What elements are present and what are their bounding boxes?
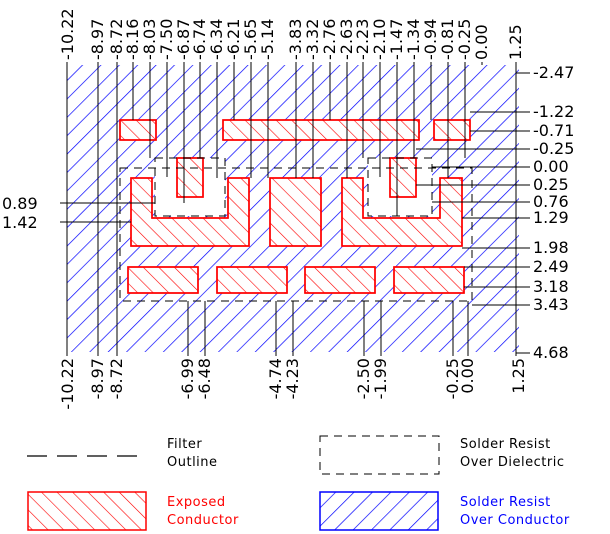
top-dimension-label: -6.87	[174, 19, 193, 60]
bottom-dimension-label: -4.74	[266, 358, 285, 399]
top-dimension-label: -0.25	[455, 19, 474, 60]
top-dimension-label: -8.16	[123, 19, 142, 60]
solder-resist-over-dielectric-swatch	[319, 435, 440, 475]
legend-conductor-line2: Over Conductor	[460, 513, 570, 528]
top-dimension-label: -0.81	[438, 19, 457, 60]
legend-exposed-line2: Conductor	[167, 513, 239, 528]
top-dimension-label: -6.74	[190, 19, 209, 60]
top-dimension-label: -2.63	[337, 19, 356, 60]
bottom-dimension-label: 0.00	[458, 358, 477, 394]
legend-exposed-conductor: Exposed Conductor	[27, 491, 239, 531]
bottom-dimension-label: -2.50	[354, 358, 373, 399]
top-dimension-label: -3.32	[303, 19, 322, 60]
right-dimension-label: 0.00	[533, 157, 569, 176]
legend-filter-outline-line2: Outline	[167, 455, 218, 470]
top-dimension-labels: -10.22 -8.97 -8.72 -8.16 -8.03 -7.50 -6.…	[58, 8, 525, 60]
legend: Filter Outline Solder Resist Over Dielec…	[27, 435, 570, 531]
bottom-dimension-label: -8.72	[107, 358, 126, 399]
bottom-dimension-label: -0.25	[443, 358, 462, 399]
legend-conductor-line1: Solder Resist	[460, 495, 551, 510]
top-dimension-label: 1.25	[506, 24, 525, 60]
left-dimension-label: 0.89	[2, 194, 38, 213]
right-dimension-label: 1.98	[533, 238, 569, 257]
dimension-lines	[60, 62, 530, 356]
legend-dielectric-line1: Solder Resist	[460, 437, 551, 452]
right-dimension-label: 2.49	[533, 257, 569, 276]
top-dimension-label: -6.34	[207, 19, 226, 60]
top-dimension-label: -10.22	[58, 8, 77, 60]
top-dimension-label: -8.97	[88, 19, 107, 60]
legend-filter-outline: Filter Outline	[27, 437, 218, 470]
top-dimension-label: -2.23	[353, 19, 372, 60]
right-dimension-label: 0.76	[533, 192, 569, 211]
top-dimension-label: -1.47	[387, 19, 406, 60]
right-dimension-label: -0.25	[533, 139, 574, 158]
solder-resist-over-conductor-swatch	[319, 491, 439, 531]
bottom-dimension-label: -6.48	[195, 358, 214, 399]
top-dimension-label: -2.76	[320, 19, 339, 60]
right-dimension-label: 4.68	[533, 343, 569, 362]
legend-filter-outline-line1: Filter	[167, 437, 202, 452]
legend-solder-resist-over-conductor: Solder Resist Over Conductor	[319, 491, 570, 531]
top-dimension-label: -5.14	[258, 19, 277, 60]
right-dimension-label: 0.25	[533, 175, 569, 194]
left-dimension-label: 1.42	[2, 213, 38, 232]
right-dimension-label: -2.47	[533, 63, 574, 82]
right-dimension-labels: -2.47 -1.22 -0.71 -0.25 0.00 0.25 0.76 1…	[533, 63, 574, 362]
legend-exposed-line1: Exposed	[167, 495, 226, 510]
legend-solder-resist-over-dielectric: Solder Resist Over Dielectric	[319, 435, 564, 475]
bottom-dimension-label: 1.25	[509, 358, 528, 394]
top-dimension-label: -5.65	[241, 19, 260, 60]
right-dimension-label: -1.22	[533, 102, 574, 121]
left-dimension-labels: 0.89 1.42	[2, 194, 38, 232]
top-dimension-label: -1.34	[404, 19, 423, 60]
top-dimension-label: -7.50	[157, 19, 176, 60]
exposed-conductor-swatch	[27, 491, 147, 531]
right-dimension-label: -0.71	[533, 121, 574, 140]
top-dimension-label: -0.94	[421, 19, 440, 60]
exposed-conductor-shapes	[119, 119, 471, 294]
top-dimension-label: 0.00	[472, 24, 491, 60]
top-dimension-label: -2.10	[370, 19, 389, 60]
bottom-dimension-label: -4.23	[283, 358, 302, 399]
top-dimension-label: -3.83	[286, 19, 305, 60]
top-dimension-label: -6.21	[224, 19, 243, 60]
bottom-dimension-label: -8.97	[88, 358, 107, 399]
right-dimension-label: 1.29	[533, 208, 569, 227]
top-dimension-label: -8.03	[140, 19, 159, 60]
bottom-dimension-label: -10.22	[58, 358, 77, 410]
bottom-dimension-label: -6.99	[178, 358, 197, 399]
right-dimension-label: 3.18	[533, 277, 569, 296]
right-dimension-label: 3.43	[533, 295, 569, 314]
legend-dielectric-line2: Over Dielectric	[460, 455, 564, 470]
bottom-dimension-labels: -10.22 -8.97 -8.72 -6.99 -6.48 -4.74 -4.…	[58, 358, 528, 410]
top-dimension-label: -8.72	[107, 19, 126, 60]
bottom-dimension-label: -1.99	[371, 358, 390, 399]
